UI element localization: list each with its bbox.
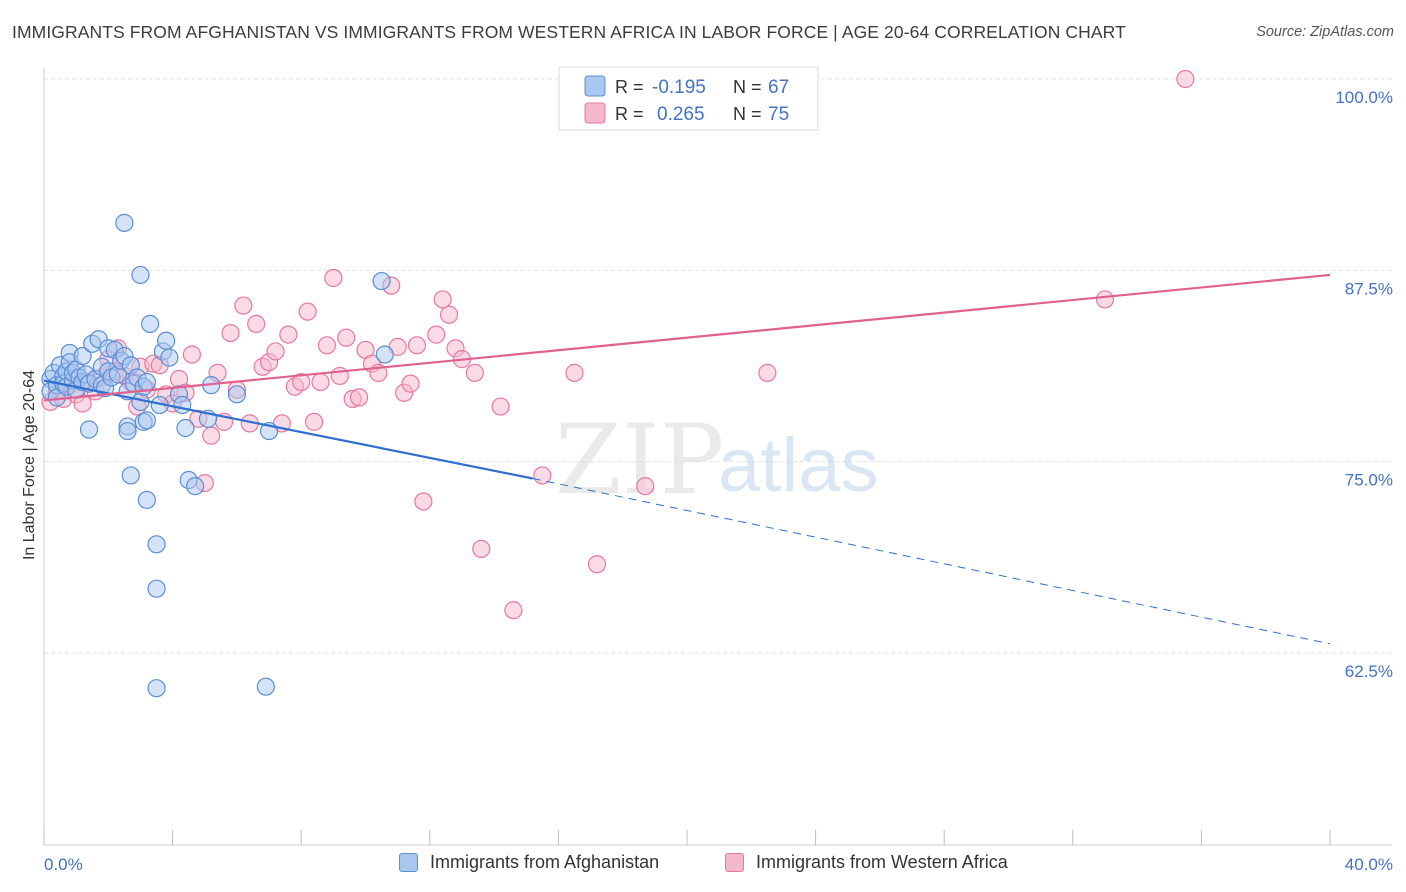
points-pink-point-56 [401, 374, 420, 393]
y-axis-title: In Labor Force | Age 20-64 [21, 370, 38, 560]
points-pink-point-47 [337, 328, 356, 347]
watermark-atlas: atlas [718, 423, 879, 508]
trend-line-afghanistan-extrapolated [532, 478, 1331, 645]
points-blue-point-42 [115, 213, 134, 232]
points-pink-point-71 [636, 477, 655, 496]
points-pink-point-23 [182, 345, 201, 364]
points-pink-point-70 [587, 555, 607, 574]
points-pink-point-43 [311, 372, 330, 392]
x-tick-label-1: 40.0% [1345, 855, 1393, 874]
bottom-legend-item-western-africa: Immigrants from Western Africa [725, 852, 1008, 873]
y-tick-label-3: 100.0% [1335, 88, 1393, 107]
points-blue-point-21 [79, 420, 99, 439]
points-blue-point-59 [173, 395, 192, 415]
bottom-legend: Immigrants from Afghanistan Immigrants f… [0, 852, 1406, 880]
gridlines [44, 78, 1392, 654]
bottom-legend-swatch-blue [399, 853, 418, 872]
x-tick-labels: 0.0% 40.0% [44, 855, 1393, 874]
points-pink-point-31 [234, 296, 253, 315]
points-pink-point-40 [292, 372, 311, 392]
chart-title: IMMIGRANTS FROM AFGHANISTAN VS IMMIGRANT… [12, 22, 1126, 42]
points-pink-point-33 [247, 314, 266, 334]
points-blue-point-60 [176, 418, 195, 438]
points-pink-point-58 [414, 492, 433, 511]
points-pink-point-72 [758, 363, 777, 382]
y-tick-label-1: 75.0% [1345, 471, 1393, 490]
series-western-africa-points [41, 69, 1195, 620]
points-blue-point-69 [375, 345, 394, 364]
bottom-legend-label-western-africa: Immigrants from Western Africa [756, 852, 1008, 872]
points-pink-point-59 [427, 325, 446, 344]
legend-n-value-1: 67 [768, 77, 789, 98]
watermark-zip: ZIP [555, 404, 724, 516]
points-blue-point-44 [140, 314, 160, 334]
points-pink-point-57 [407, 336, 427, 355]
points-blue-point-65 [227, 385, 246, 404]
legend-n-label-2: N = [733, 104, 762, 124]
y-tick-label-0: 62.5% [1345, 662, 1393, 681]
legend-swatch-pink [584, 102, 606, 124]
series-afghanistan-points [41, 213, 394, 698]
trend-lines [43, 273, 1331, 645]
points-blue-point-62 [186, 477, 205, 496]
points-pink-point-60 [433, 290, 452, 309]
points-blue-point-46 [118, 421, 137, 441]
points-pink-point-44 [317, 336, 337, 355]
legend-r-value-2: 0.265 [657, 104, 705, 125]
points-blue-point-53 [147, 679, 166, 698]
bottom-legend-item-afghanistan: Immigrants from Afghanistan [399, 852, 659, 873]
points-pink-point-65 [472, 539, 491, 559]
points-blue-point-47 [121, 466, 140, 485]
legend-n-value-2: 75 [768, 104, 789, 125]
points-pink-point-74 [1176, 69, 1195, 89]
legend-r-value-1: -0.195 [652, 77, 706, 98]
axes [43, 68, 1392, 846]
points-pink-point-67 [504, 601, 523, 620]
points-pink-point-29 [221, 323, 240, 343]
points-blue-point-43 [131, 265, 150, 285]
legend-swatch-blue [584, 75, 606, 97]
points-pink-point-61 [439, 305, 459, 324]
bottom-legend-label-afghanistan: Immigrants from Afghanistan [430, 852, 660, 872]
points-pink-point-41 [298, 302, 317, 321]
points-pink-point-38 [279, 325, 298, 344]
points-pink-point-45 [324, 268, 343, 288]
points-blue-point-68 [372, 271, 391, 291]
points-blue-point-41 [137, 372, 156, 392]
points-blue-point-66 [256, 677, 275, 696]
bottom-legend-swatch-pink [725, 853, 744, 872]
points-blue-point-56 [157, 331, 176, 350]
y-tick-label-2: 87.5% [1345, 279, 1393, 298]
top-legend: R = -0.195 N = 67 R = 0.265 N = 75 [558, 66, 819, 131]
points-pink-point-69 [565, 363, 584, 382]
points-blue-point-17 [73, 346, 92, 366]
y-tick-labels: 62.5% 75.0% 87.5% 100.0% [1335, 88, 1393, 681]
points-pink-point-49 [349, 388, 369, 407]
points-blue-point-51 [147, 535, 166, 554]
points-blue-point-57 [160, 348, 179, 367]
points-pink-point-64 [465, 363, 484, 382]
watermark: ZIP atlas [555, 404, 879, 516]
trend-line-afghanistan [43, 379, 533, 480]
legend-n-label-1: N = [733, 77, 762, 97]
legend-r-label-1: R = [615, 77, 644, 97]
points-pink-point-73 [1095, 290, 1115, 309]
points-blue-point-50 [137, 490, 156, 510]
points-pink-point-66 [491, 397, 510, 416]
source-credit: Source: ZipAtlas.com [1256, 24, 1394, 40]
trend-line-western-africa [43, 273, 1331, 402]
points-blue-point-49 [137, 411, 156, 430]
points-pink-point-36 [266, 342, 285, 361]
legend-r-label-2: R = [615, 104, 644, 124]
points-blue-point-52 [147, 579, 166, 598]
x-tick-label-0: 0.0% [44, 855, 83, 874]
points-pink-point-42 [304, 412, 324, 431]
points-pink-point-26 [202, 426, 221, 445]
